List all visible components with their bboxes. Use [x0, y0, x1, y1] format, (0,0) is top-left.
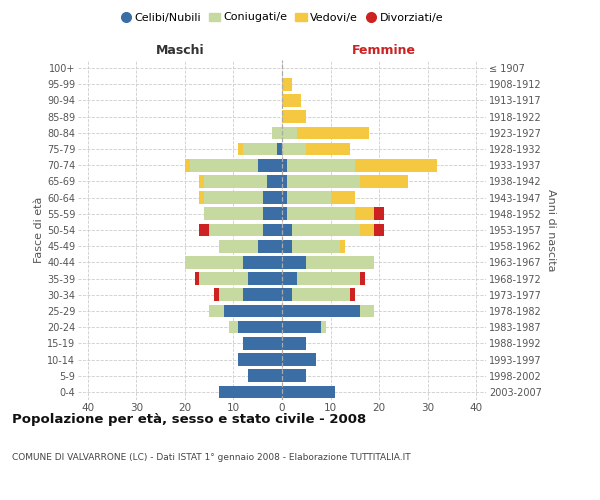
Bar — [282, 288, 292, 301]
Bar — [282, 272, 296, 285]
Bar — [258, 159, 282, 172]
Bar — [321, 321, 326, 334]
Bar — [282, 110, 306, 123]
Bar — [374, 208, 384, 220]
Bar — [209, 304, 224, 318]
Bar — [282, 192, 287, 204]
Bar — [360, 304, 374, 318]
Bar — [282, 353, 316, 366]
Bar — [282, 208, 287, 220]
Bar — [238, 142, 243, 156]
Bar — [306, 256, 374, 268]
Bar — [282, 240, 292, 252]
Bar — [219, 240, 258, 252]
Bar — [263, 192, 282, 204]
Bar — [190, 159, 258, 172]
Bar — [219, 288, 243, 301]
Bar — [292, 288, 350, 301]
Bar — [282, 175, 287, 188]
Bar — [194, 272, 199, 285]
Bar — [248, 272, 282, 285]
Text: Femmine: Femmine — [352, 44, 416, 57]
Bar — [287, 192, 331, 204]
Bar — [243, 337, 282, 349]
Bar — [277, 142, 282, 156]
Bar — [243, 142, 277, 156]
Bar — [204, 192, 263, 204]
Text: Popolazione per età, sesso e stato civile - 2008: Popolazione per età, sesso e stato civil… — [12, 412, 366, 426]
Bar — [229, 321, 238, 334]
Bar — [282, 386, 335, 398]
Bar — [282, 224, 292, 236]
Bar — [238, 353, 282, 366]
Bar — [204, 208, 263, 220]
Bar — [331, 192, 355, 204]
Bar — [292, 240, 340, 252]
Bar — [199, 192, 204, 204]
Bar — [355, 159, 437, 172]
Bar — [243, 288, 282, 301]
Bar — [219, 386, 282, 398]
Bar — [248, 370, 282, 382]
Bar — [199, 224, 209, 236]
Bar — [263, 208, 282, 220]
Bar — [296, 126, 370, 139]
Bar — [209, 224, 263, 236]
Bar — [306, 142, 350, 156]
Bar — [282, 94, 301, 107]
Bar — [287, 208, 355, 220]
Bar — [272, 126, 282, 139]
Bar — [199, 272, 248, 285]
Bar — [185, 256, 243, 268]
Bar — [214, 288, 219, 301]
Bar — [268, 175, 282, 188]
Bar — [282, 337, 306, 349]
Text: COMUNE DI VALVARRONE (LC) - Dati ISTAT 1° gennaio 2008 - Elaborazione TUTTITALIA: COMUNE DI VALVARRONE (LC) - Dati ISTAT 1… — [12, 452, 410, 462]
Bar — [340, 240, 345, 252]
Bar — [185, 159, 190, 172]
Bar — [287, 175, 360, 188]
Bar — [282, 370, 306, 382]
Bar — [282, 159, 287, 172]
Bar — [282, 304, 360, 318]
Bar — [282, 142, 306, 156]
Bar — [350, 288, 355, 301]
Bar — [360, 175, 408, 188]
Bar — [374, 224, 384, 236]
Y-axis label: Fasce di età: Fasce di età — [34, 197, 44, 263]
Bar — [282, 126, 296, 139]
Bar — [238, 321, 282, 334]
Bar — [355, 208, 374, 220]
Bar — [282, 321, 321, 334]
Bar — [258, 240, 282, 252]
Bar — [360, 224, 374, 236]
Bar — [204, 175, 268, 188]
Bar — [282, 256, 306, 268]
Bar — [224, 304, 282, 318]
Y-axis label: Anni di nascita: Anni di nascita — [545, 188, 556, 271]
Bar — [296, 272, 360, 285]
Bar — [263, 224, 282, 236]
Bar — [292, 224, 360, 236]
Bar — [287, 159, 355, 172]
Bar — [360, 272, 365, 285]
Bar — [199, 175, 204, 188]
Bar — [243, 256, 282, 268]
Text: Maschi: Maschi — [155, 44, 205, 57]
Legend: Celibi/Nubili, Coniugati/e, Vedovi/e, Divorziati/e: Celibi/Nubili, Coniugati/e, Vedovi/e, Di… — [116, 8, 448, 27]
Bar — [282, 78, 292, 90]
